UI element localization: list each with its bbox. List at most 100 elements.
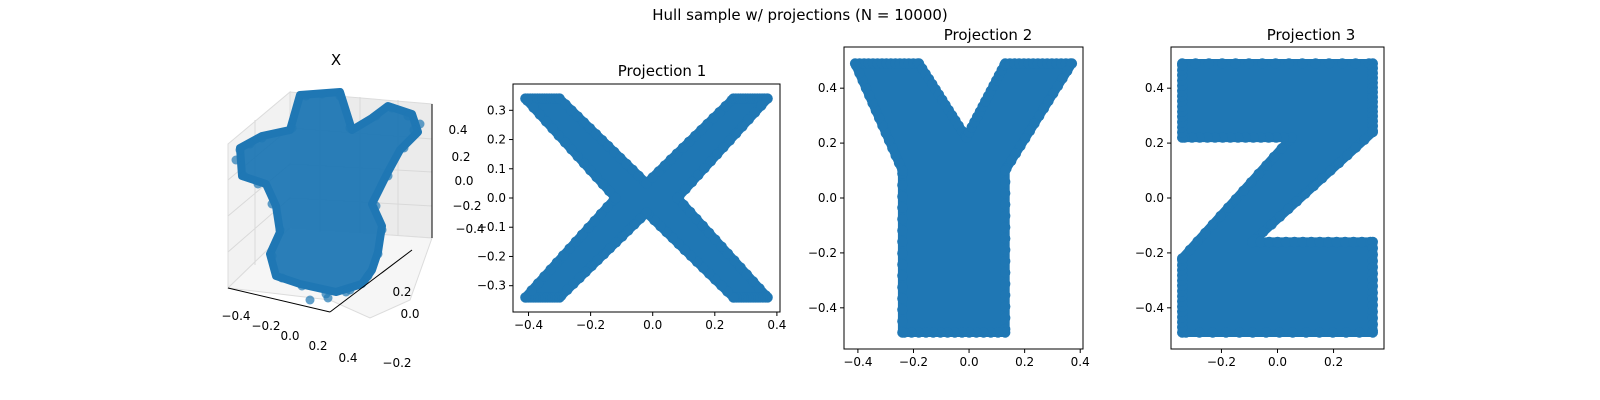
projection-1-point xyxy=(718,142,729,153)
projection-2-ytick-label: 0.2 xyxy=(818,136,837,150)
projection-1-point xyxy=(576,229,588,240)
projection-3-point xyxy=(1247,327,1258,338)
projection-2-point xyxy=(956,327,968,338)
axes-projection-2: Projection 2 −0.4 −0.2 0.0 0.2 0.4 −0.4 −0.2 0.… xyxy=(808,26,1090,369)
projection-1-point xyxy=(528,102,539,113)
projection-2-point xyxy=(1029,118,1040,129)
projection-1-point xyxy=(743,114,754,125)
projection-2-point xyxy=(897,225,908,236)
scatter3d-point xyxy=(409,125,419,135)
scatter3d-point xyxy=(235,145,245,155)
scatter3d-point xyxy=(253,179,263,189)
projection-3-point xyxy=(1200,227,1211,239)
projection-1-xtick-label: −0.4 xyxy=(514,318,543,332)
projection-3-point xyxy=(1186,132,1198,143)
projection-2-point xyxy=(971,327,982,338)
scatter3d-point xyxy=(297,281,307,291)
projection-1-point xyxy=(737,121,748,132)
projection-2-xtick-label: 0.2 xyxy=(1015,355,1034,369)
projection-3-point xyxy=(1225,132,1236,143)
projection-1-point xyxy=(578,158,590,169)
projection-3-point xyxy=(1209,132,1221,143)
projection-3-point xyxy=(1222,202,1234,213)
projection-3-point xyxy=(1194,132,1205,143)
projection-2-point xyxy=(964,327,975,338)
scatter3d-point xyxy=(403,111,413,121)
projection-2-point xyxy=(1000,176,1011,188)
projection-3-point xyxy=(1207,327,1218,338)
projection-3-point xyxy=(1297,58,1308,69)
projection-1-point xyxy=(589,215,600,227)
projection-1-point xyxy=(551,257,563,268)
projection-1-point xyxy=(729,255,740,266)
projection-2-ytick-label: −0.2 xyxy=(808,246,837,260)
projection-2-point xyxy=(949,327,960,338)
projection-3-point xyxy=(1263,132,1274,143)
projection-2-point xyxy=(913,327,924,338)
projection-2-point xyxy=(1000,256,1011,267)
projection-3-point xyxy=(1190,58,1201,69)
projection-2-point xyxy=(850,60,862,71)
scatter3d-point xyxy=(275,225,285,235)
projection-3-point xyxy=(1278,132,1290,143)
projection-1-point xyxy=(691,213,702,225)
projection-1-point xyxy=(699,163,710,174)
projection-1-point xyxy=(540,116,552,127)
projection-1-point xyxy=(722,248,734,259)
projection-2-point xyxy=(928,327,939,338)
projection-3-ytick-label: −0.2 xyxy=(1135,246,1164,260)
scatter3d-point xyxy=(363,271,373,281)
projection-2-point xyxy=(897,202,908,213)
projection-2-point xyxy=(1000,199,1011,210)
x-axis-line xyxy=(227,287,331,313)
projection-2-point xyxy=(1000,233,1011,244)
projection-2-ytick-label: 0.0 xyxy=(818,191,837,205)
scatter3d-point xyxy=(245,139,255,149)
y3d-tick-label: −0.2 xyxy=(382,356,411,370)
axes-projection-3: Projection 3 −0.2 0.0 0.2 −0.4 −0.2 0.0 0.2 0.4 xyxy=(1135,26,1385,369)
projection-2-point xyxy=(1010,148,1022,159)
projection-1-point xyxy=(749,107,761,118)
projection-3-point xyxy=(1247,236,1258,248)
projection-2-point xyxy=(942,327,953,338)
projection-1-point xyxy=(735,262,746,273)
scatter3d-point xyxy=(341,287,351,297)
scatter3d-point xyxy=(277,273,287,283)
projection-3-point xyxy=(1283,203,1294,215)
projection-3-point xyxy=(1268,151,1280,163)
scatter3d-point xyxy=(257,133,267,143)
projection-3-point xyxy=(1276,143,1287,154)
projection-3-point xyxy=(1203,58,1215,69)
projection-3-points xyxy=(1177,58,1379,338)
projection-3-point xyxy=(1274,327,1285,338)
projection-1-xtick-label: 0.0 xyxy=(643,318,662,332)
projection-1-point xyxy=(520,292,531,303)
projection-3-point xyxy=(1289,236,1300,248)
projection-2-point xyxy=(1000,312,1011,324)
projection-2-point xyxy=(1015,140,1026,152)
projection-2-point xyxy=(1038,103,1050,114)
projection-1-ytick-label: 0.0 xyxy=(487,191,506,205)
projection-2-point xyxy=(897,248,908,259)
projection-1-xtick-label: −0.2 xyxy=(576,318,605,332)
projection-1-point xyxy=(595,208,607,220)
scatter3d-point xyxy=(231,155,241,165)
scatter3d-point xyxy=(399,143,409,153)
projection-3-point xyxy=(1257,58,1268,69)
projection-1-point xyxy=(604,185,615,197)
projection-2-point xyxy=(1000,290,1011,301)
projection-3-point xyxy=(1217,58,1228,69)
projection-1-point xyxy=(610,192,621,204)
scatter3d-point xyxy=(305,295,315,305)
projection-2-point xyxy=(1048,88,1059,99)
projection-3-point xyxy=(1323,236,1334,248)
scatter3d-point xyxy=(371,111,381,121)
projection-3-point xyxy=(1286,132,1297,143)
projection-2-point xyxy=(1000,327,1011,338)
projection-1-point xyxy=(545,264,556,275)
projection-3-ytick-label: −0.4 xyxy=(1135,301,1164,315)
projection-3-xtick-label: −0.2 xyxy=(1207,355,1236,369)
projection-3-point xyxy=(1215,210,1226,222)
scatter3d-point xyxy=(345,123,355,133)
projection-1-point xyxy=(748,276,759,287)
